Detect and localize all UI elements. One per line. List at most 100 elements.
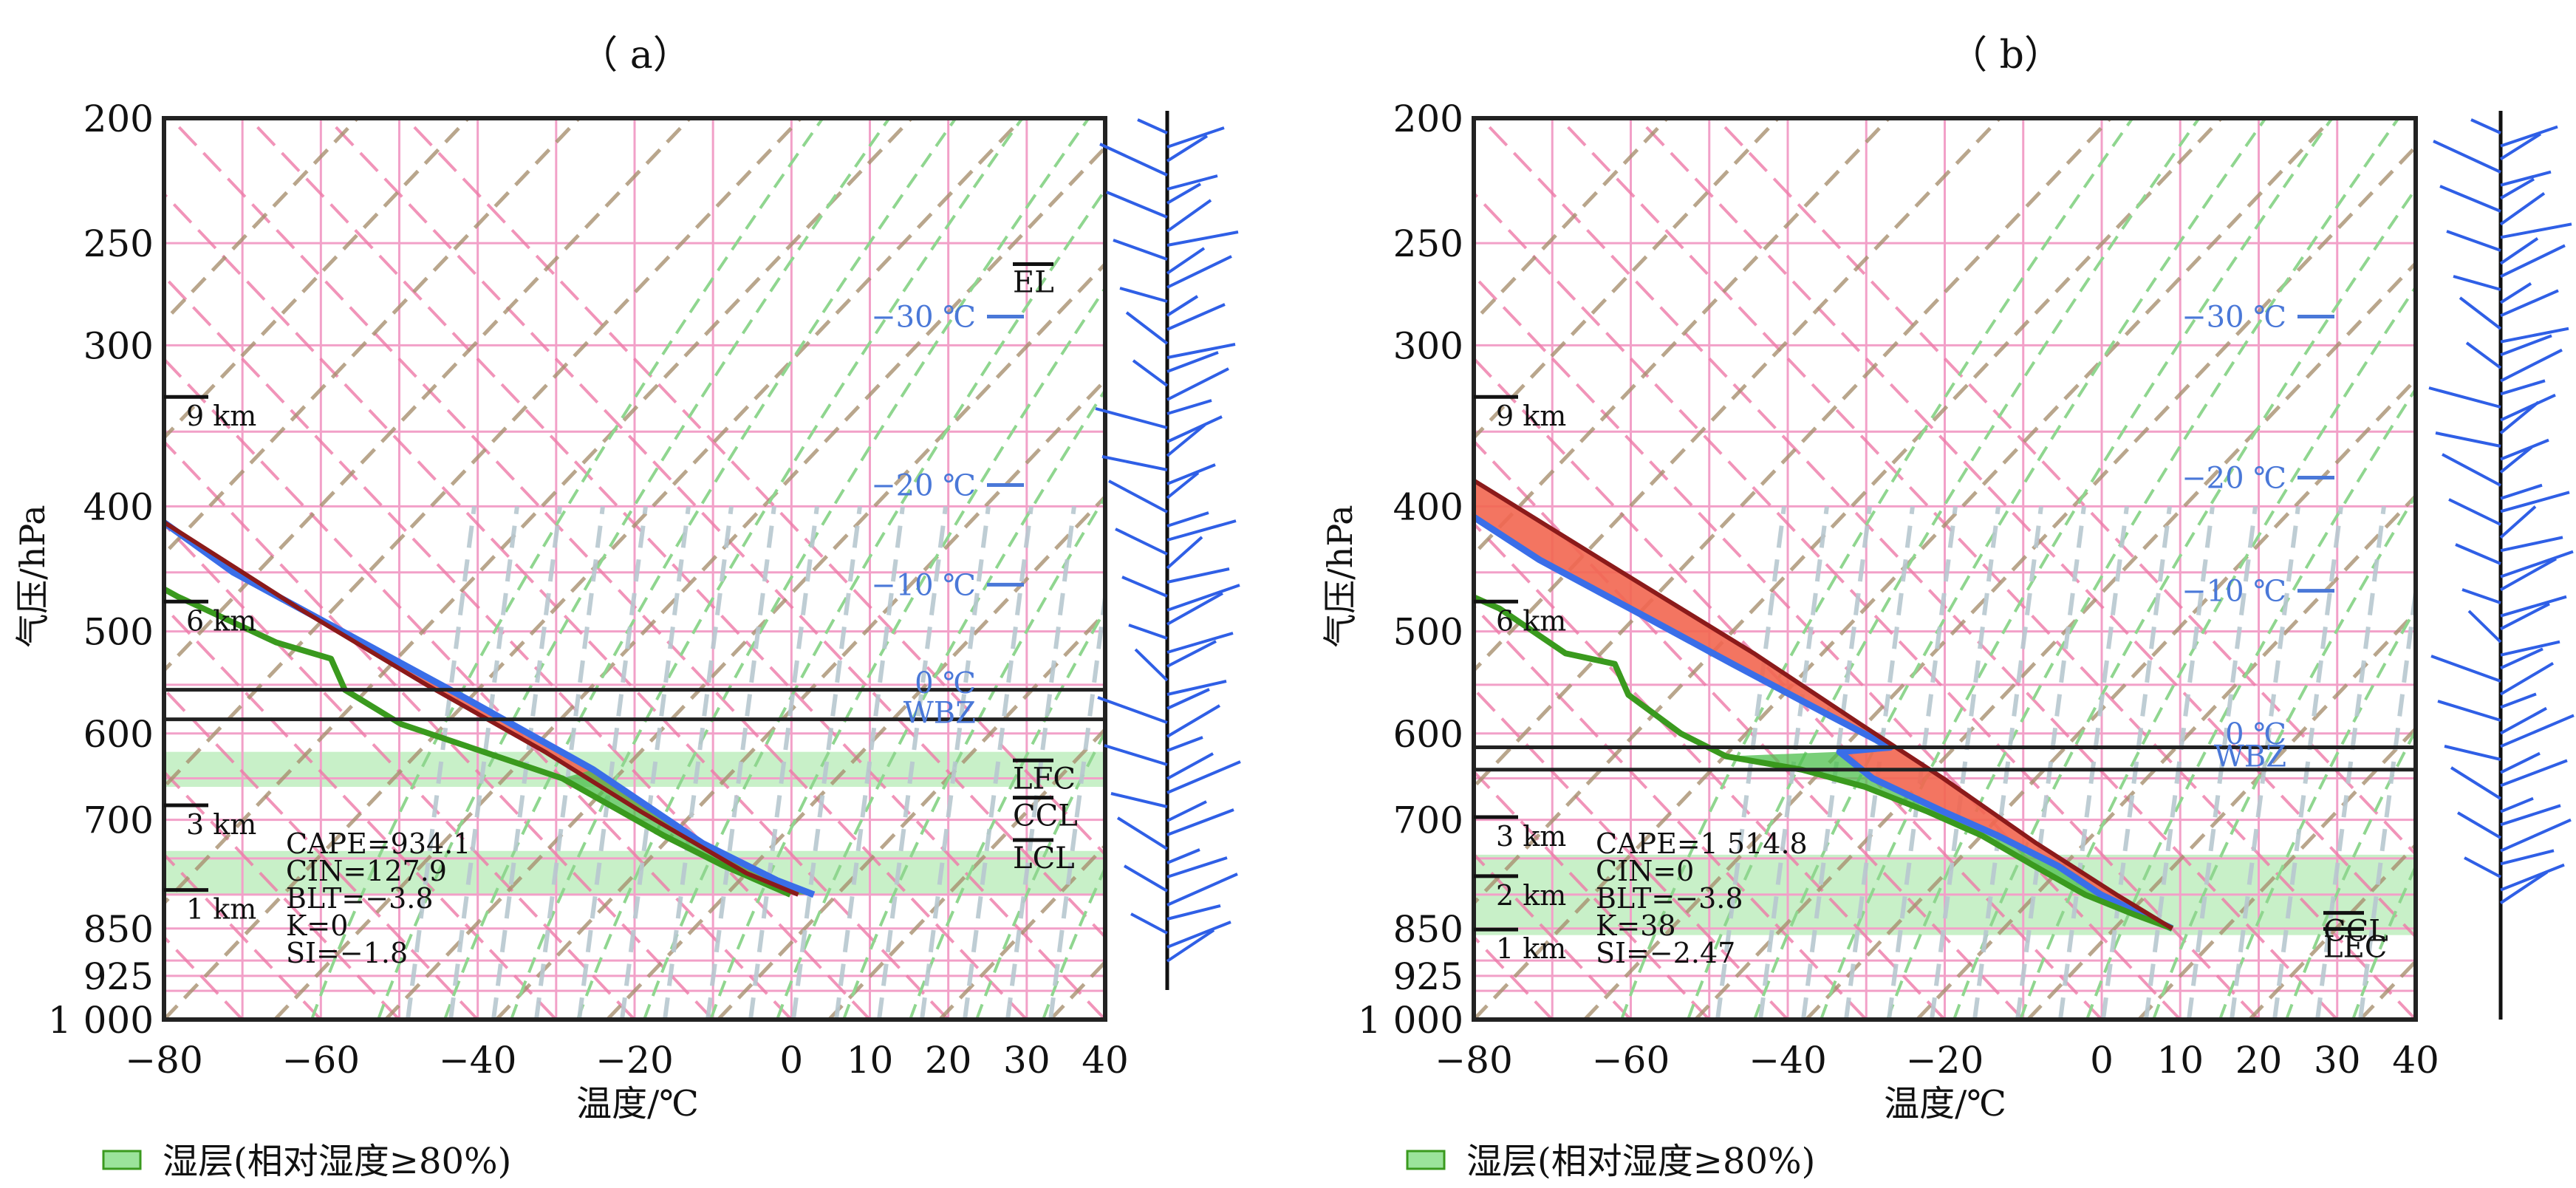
wind-barb [2453,275,2501,291]
wind-barb [1097,696,1168,724]
x-tick-label: −20 [595,1039,674,1082]
wind-barb [1166,182,1202,205]
wind-barb [2444,745,2501,761]
wind-barb [1166,199,1212,233]
moist-adiabat [310,118,825,1020]
isotherm-annotation: −30 ℃ [2182,300,2286,334]
wind-barb [2500,379,2546,396]
mixing-ratio-line [1048,580,1105,1020]
wind-barb [1166,343,1236,359]
wind-barb [1166,415,1223,443]
wind-barb [2500,550,2574,578]
wind-barb [2500,818,2572,853]
dry-adiabat [164,118,582,557]
plot-frame [162,116,1107,1022]
wind-barb [2499,237,2539,265]
wind-barb [1095,407,1168,429]
isotherm-annotation: WBZ [903,696,976,730]
height-label: 1 km [186,893,256,926]
mixing-ratio-line [2015,506,2086,1020]
wind-barb [1166,921,1231,949]
dry-adiabat [273,145,1105,1020]
x-tick-label: 20 [925,1039,972,1082]
x-axis-label-b: 温度/℃ [1884,1083,2006,1124]
dry-adiabat [164,118,804,790]
wind-barb [2500,692,2537,709]
stability-index: CIN=0 [1596,855,1694,887]
mixing-ratio-line [2358,574,2416,1020]
skewed-isotherm [326,118,1105,940]
legend-label-a: 湿层(相对湿度≥80%) [163,1141,511,1182]
height-label: 9 km [1496,400,1566,432]
isotherm-annotation: 0 ℃ [915,666,976,700]
level-label: LEC [2323,930,2387,964]
wind-barb [1166,567,1230,584]
y-tick-label: 700 [83,799,154,842]
wind-barb [2500,557,2557,592]
dewpoint-profile-line [1474,593,2173,932]
legend-a: 湿层(相对湿度≥80%) [102,1141,511,1182]
skewed-isotherm [247,118,1105,1020]
isotherm-annotation: WBZ [2214,740,2286,774]
temperature-profile-line [1474,513,2174,932]
wind-barb [2470,118,2501,134]
wind-barb [2450,766,2502,800]
y-tick-label: 200 [83,98,154,140]
wind-barb [2500,647,2543,670]
stability-index: K=38 [1596,909,1676,942]
mixing-ratio-line [2315,506,2386,1020]
wind-barb [2500,751,2541,774]
wind-barb [2500,714,2575,748]
dry-adiabat [1474,118,1892,557]
mixing-ratio-line [748,506,819,1020]
wind-barb [1121,576,1168,598]
mixing-ratio-line [920,506,991,1020]
skewed-isotherm [1474,273,2182,1020]
wind-barb [2465,341,2502,369]
skewed-isotherm [1474,356,2103,1020]
wind-barb [1166,174,1218,191]
skewed-isotherm [164,357,793,1020]
mixing-ratio-line [2058,506,2129,1020]
wind-barb [2500,393,2556,422]
moist-adiabat [443,118,958,1020]
wind-barb [1166,463,1216,485]
wind-barb [2500,334,2552,357]
wind-barb [1166,255,1232,289]
y-tick-label: 400 [1393,485,1463,528]
y-tick-label: 500 [83,611,154,654]
moist-adiabat [1620,118,2135,1020]
moist-adiabat [1886,118,2401,1020]
level-label: LFC [1013,762,1076,796]
dry-adiabat [2137,726,2416,1020]
isotherm-annotation: −10 ℃ [2182,575,2286,609]
wind-barb [1166,367,1229,401]
level-label: CCL [2323,915,2388,949]
mixing-ratio-line [877,506,948,1020]
y-tick-label: 250 [83,222,154,265]
y-axis-label-a: 气压/hPa [13,505,52,647]
wind-barb [2446,230,2501,252]
mixing-ratio-line [1005,506,1076,1020]
x-tick-label: −40 [1749,1039,1827,1082]
wind-barb [2433,140,2501,174]
height-label: 9 km [186,400,256,432]
y-tick-label: 250 [1393,222,1463,265]
wind-barb [2500,438,2549,461]
wind-barb [2499,661,2555,696]
wind-barb [1125,311,1169,345]
skewed-isotherm [164,274,871,1020]
wind-barb [2500,706,2547,735]
dry-adiabat [164,118,693,674]
wind-barb [2464,856,2501,878]
wind-barb [2455,543,2501,565]
wind-barb [2439,185,2501,213]
dry-adiabat [606,494,1105,1020]
y-tick-label: 1 000 [1358,999,1463,1042]
wind-barb [2499,132,2542,161]
dry-adiabat [164,118,1025,1020]
moist-adiabat [709,285,1105,1020]
skewed-isotherm [1474,522,1946,1020]
